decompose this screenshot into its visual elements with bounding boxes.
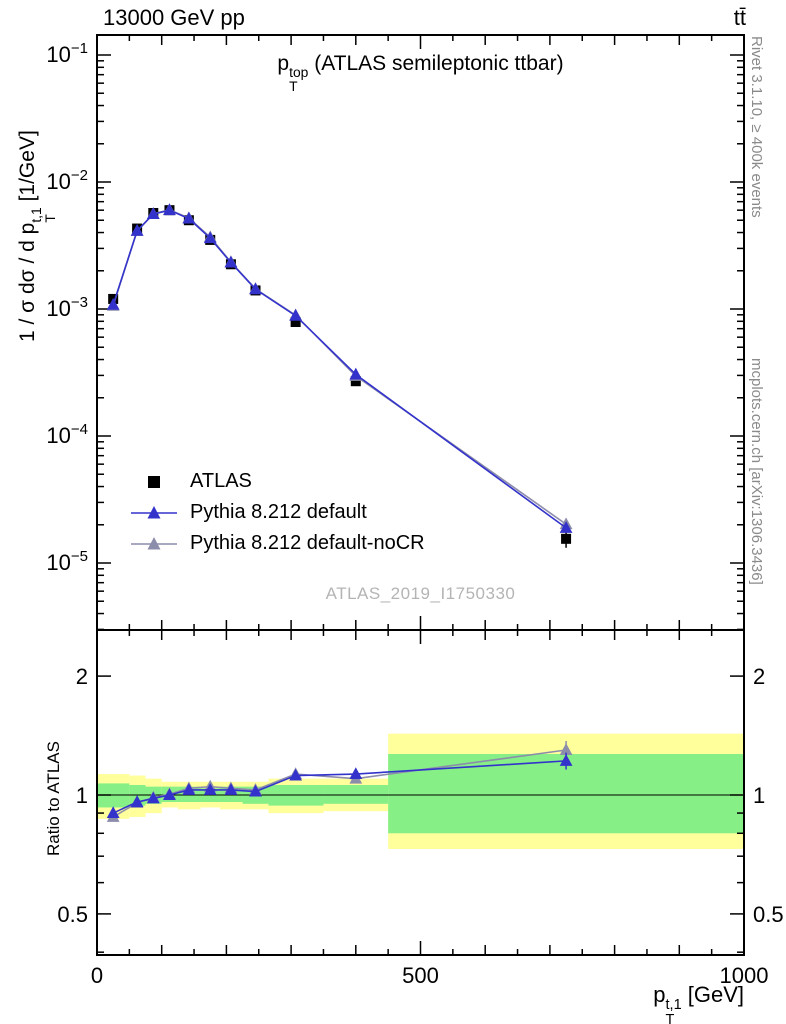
x-tick-label: 1000 xyxy=(720,963,769,988)
axis-ticks xyxy=(96,35,745,955)
beam-energy-label: 13000 GeV pp xyxy=(103,5,245,30)
y-tick-label-ratio-right: 0.5 xyxy=(753,902,784,927)
main-panel-series xyxy=(106,203,573,548)
atlas-square-marker-icon xyxy=(148,475,160,488)
legend-item-pythia-nocr: Pythia 8.212 default-noCR xyxy=(128,528,425,559)
mcplots-note: mcplots.cern.ch [arXiv:1306.3436] xyxy=(748,358,765,585)
y-tick-label-main: 10−4 xyxy=(46,421,88,448)
analysis-watermark: ATLAS_2019_I1750330 xyxy=(325,584,516,603)
y-tick-label-main: 10−5 xyxy=(46,548,88,575)
y-tick-label-main: 10−3 xyxy=(46,294,88,321)
process-label: tt̄ xyxy=(733,5,746,30)
tick-labels: 10−1 10−2 10−3 10−4 10−5 2 2 1 1 0.5 0.5 0 500 1000 xyxy=(46,40,783,988)
y-tick-label-ratio-right: 1 xyxy=(753,783,765,808)
legend-item-atlas: ATLAS xyxy=(128,466,425,497)
green-band-bin xyxy=(323,785,389,804)
legend-label-atlas: ATLAS xyxy=(190,470,252,492)
y-tick-label-ratio-left: 2 xyxy=(76,664,88,689)
y-tick-label-ratio-right: 2 xyxy=(753,664,765,689)
x-tick-label: 500 xyxy=(402,963,439,988)
legend-label-pythia-nocr: Pythia 8.212 default-noCR xyxy=(190,532,425,554)
x-tick-label: 0 xyxy=(91,963,103,988)
y-tick-label-main: 10−2 xyxy=(46,167,88,194)
ratio-panel-series xyxy=(106,740,573,822)
y-axis-label-main: 1 / σ dσ / d p t,1 T [1/GeV] xyxy=(16,130,58,342)
observable-title: p top T (ATLAS semileptonic ttbar) xyxy=(277,52,564,94)
pythia-default-line-marker-icon xyxy=(131,505,177,518)
y-tick-label-ratio-left: 1 xyxy=(76,783,88,808)
y-axis-label-ratio: Ratio to ATLAS xyxy=(44,741,63,856)
legend-item-pythia-default: Pythia 8.212 default xyxy=(128,497,425,528)
pythia-nocr-line-marker-icon xyxy=(131,536,177,549)
y-tick-label-main: 10−1 xyxy=(46,40,88,67)
x-axis-label: p t,1 T [GeV] xyxy=(653,982,744,1024)
ratio-series-pythia-8-212-default xyxy=(106,752,573,819)
rivet-version-note: Rivet 3.1.10, ≥ 400k events xyxy=(748,36,765,218)
y-tick-label-ratio-left: 0.5 xyxy=(57,902,88,927)
main-series-pythia-8-212-default xyxy=(106,203,573,533)
legend-label-pythia-default: Pythia 8.212 default xyxy=(190,501,367,523)
legend: ATLAS Pythia 8.212 default Pythia 8.212 … xyxy=(128,466,425,559)
